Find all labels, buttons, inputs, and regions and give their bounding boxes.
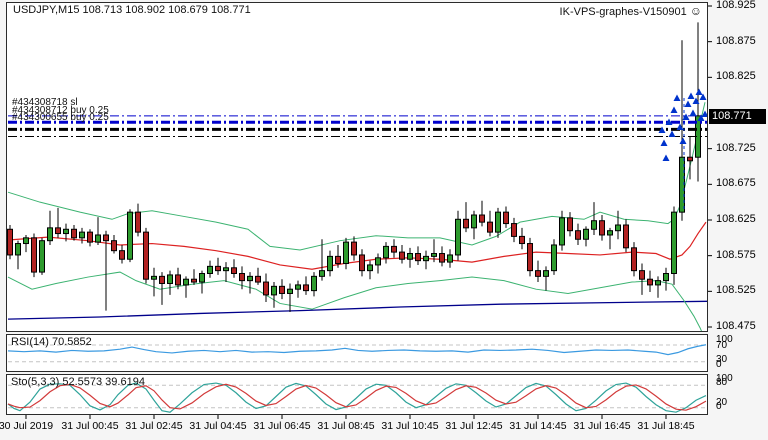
- rsi-axis-label: 30: [716, 353, 728, 365]
- order-label-buy-2: #434300655 buy 0.25: [12, 112, 109, 123]
- time-tick-label: 31 Jul 16:45: [573, 420, 631, 432]
- sto-axis-label: 0: [716, 400, 722, 412]
- price-tick-label: 108.725: [716, 141, 756, 154]
- rsi-indicator-label: RSI(14) 70.5852: [11, 336, 92, 348]
- price-tick-label: 108.875: [716, 34, 756, 47]
- ea-name-text: IK-VPS-graphes-V150901: [559, 6, 687, 18]
- sto-axis-label: 80: [716, 377, 728, 388]
- rsi-axis-label: 0: [716, 358, 722, 370]
- time-tick-label: 31 Jul 02:45: [125, 420, 183, 432]
- chart-title-ohlc: USDJPY,M15 108.713 108.902 108.679 108.7…: [13, 4, 251, 16]
- price-tick-label: 108.925: [716, 0, 756, 11]
- rsi-axis-label: 100: [716, 334, 733, 345]
- price-tick-label: 108.825: [716, 70, 756, 83]
- time-tick-label: 31 Jul 10:45: [381, 420, 439, 432]
- time-tick-label: 31 Jul 08:45: [317, 420, 375, 432]
- sto-axis-label: 20: [716, 396, 728, 408]
- main-chart-panel[interactable]: [6, 2, 708, 332]
- current-price-tag: 108.771: [709, 109, 766, 124]
- sto-indicator-label: Sto(5,3,3) 52.5573 39.6194: [11, 376, 145, 388]
- rsi-axis-label: 70: [716, 339, 728, 351]
- sto-axis-label: 100: [716, 373, 733, 384]
- time-tick-label: 31 Jul 00:45: [61, 420, 119, 432]
- ea-name-label: IK-VPS-graphes-V150901 ☺: [560, 4, 702, 18]
- price-tick-label: 108.675: [716, 177, 756, 190]
- time-tick-label: 31 Jul 18:45: [637, 420, 695, 432]
- time-tick-label: 31 Jul 06:45: [253, 420, 311, 432]
- price-tick-label: 108.575: [716, 248, 756, 261]
- time-tick-label: 31 Jul 04:45: [189, 420, 247, 432]
- smiley-icon: ☺: [689, 4, 702, 18]
- price-tick-label: 108.625: [716, 212, 756, 225]
- rsi-panel[interactable]: [6, 334, 708, 372]
- time-tick-label: 31 Jul 14:45: [509, 420, 567, 432]
- price-tick-label: 108.525: [716, 284, 756, 297]
- price-tick-label: 108.475: [716, 319, 756, 332]
- time-tick-label: 31 Jul 12:45: [445, 420, 503, 432]
- time-tick-label: 30 Jul 2019: [0, 420, 54, 432]
